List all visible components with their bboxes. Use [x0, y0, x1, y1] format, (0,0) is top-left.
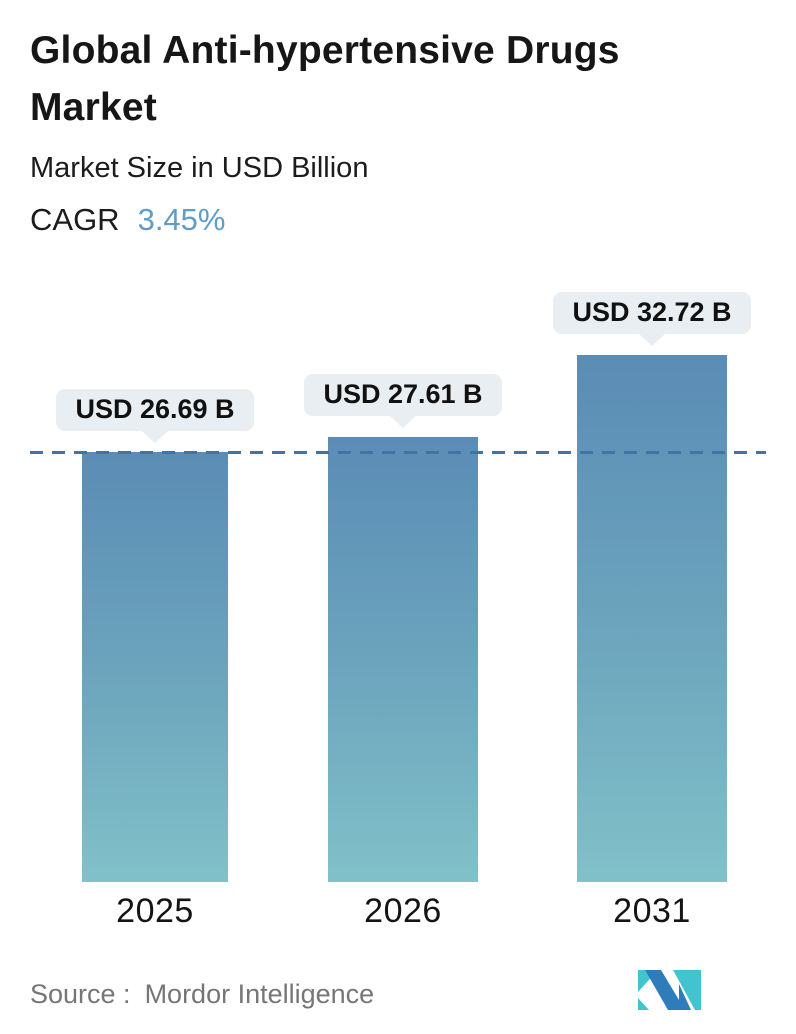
reference-dashed-line	[30, 451, 766, 455]
value-label-bubble-2025: USD 26.69 B	[56, 389, 254, 444]
x-tick-2025: 2025	[116, 892, 194, 930]
x-tick-2031: 2031	[613, 892, 691, 930]
bar-chart: USD 26.69 B USD 27.61 B USD 32.72 B 2025…	[0, 280, 796, 930]
bubble-pointer-icon	[639, 334, 665, 346]
source-value: Mordor Intelligence	[144, 979, 375, 1009]
bubble-pointer-icon	[390, 416, 416, 429]
cagr-value: 3.45%	[137, 202, 226, 237]
value-label-2026: USD 27.61 B	[323, 379, 483, 410]
cagr-row: CAGR 3.45%	[30, 202, 730, 238]
value-label-bubble-2026: USD 27.61 B	[304, 374, 502, 429]
chart-subtitle: Market Size in USD Billion	[30, 152, 369, 184]
bubble-pointer-icon	[142, 431, 168, 444]
mordor-intelligence-logo	[638, 970, 701, 1010]
page-title: Global Anti-hypertensive Drugs Market	[30, 29, 620, 129]
bar-group-2025: USD 26.69 B	[56, 389, 254, 882]
bar-2026	[328, 437, 478, 882]
value-label-2031: USD 32.72 B	[572, 297, 732, 327]
value-label-2025: USD 26.69 B	[75, 394, 235, 425]
source-label: Source :	[30, 979, 131, 1009]
bar-group-2031: USD 32.72 B	[553, 292, 751, 882]
x-tick-2026: 2026	[364, 892, 442, 930]
cagr-label: CAGR	[30, 202, 120, 237]
bar-group-2026: USD 27.61 B	[304, 374, 502, 882]
chart-header: Global Anti-hypertensive Drugs Market Ma…	[30, 22, 730, 238]
bar-2025	[82, 452, 228, 882]
value-label-bubble-2031: USD 32.72 B	[553, 292, 751, 346]
source-attribution: Source : Mordor Intelligence	[30, 979, 374, 1010]
bar-2031	[577, 355, 727, 882]
